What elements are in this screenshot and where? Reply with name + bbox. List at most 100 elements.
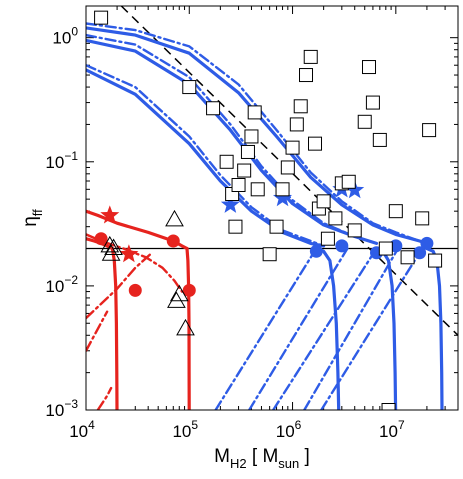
square-marker [381,403,396,410]
y-tick-label: 10−3 [45,397,78,420]
square-marker [228,219,243,234]
red-dashdot-curve [86,252,152,320]
triangle-marker [169,284,189,302]
y-axis-label-sub: ff [30,209,45,216]
x-tick-label: 105 [172,418,198,441]
square-marker [341,174,356,189]
square-marker [320,231,335,246]
square-marker [285,140,300,155]
x-tick-label: 107 [379,418,405,441]
blue-solid-curve [374,246,398,410]
x-tick-label: 104 [69,418,95,441]
square-marker [388,204,403,219]
blue-circle-marker [335,239,349,253]
plot-frame [85,5,459,411]
square-marker [347,223,362,238]
x-axis-label-unit-close: ] [299,446,310,467]
blue-circle-marker [309,244,323,258]
square-marker [293,99,308,114]
blue-circle-marker [420,236,434,250]
square-marker [422,123,437,138]
square-marker [240,144,255,159]
square-marker [275,182,290,197]
triangle-marker [167,291,186,308]
triangle-marker [176,318,195,336]
red-star-marker [119,244,139,263]
blue-dashdot-curve [247,247,349,410]
blue-dashdot-curve [272,247,378,410]
red-circle-marker [128,283,142,297]
red-solid-curve [185,246,191,410]
square-marker [365,95,380,110]
square-marker [357,114,372,129]
x-axis-label-base: M [214,446,230,467]
red-star-marker [100,205,120,224]
blue-star-marker [273,188,293,207]
square-marker [308,136,323,151]
x-axis-label-sub: H2 [230,456,247,471]
blue-star-marker [345,180,365,199]
square-marker [362,60,377,75]
square-marker [94,10,109,25]
reference-line-dashed [120,6,458,336]
square-marker [428,253,443,268]
triangle-marker [104,238,123,255]
blue-star-marker [220,194,240,213]
square-marker [303,49,318,64]
red-solid-curve [110,246,119,410]
square-marker [372,132,387,147]
blue-dashdot-curve [86,33,378,245]
red-circle-marker [182,283,196,297]
blue-dashdot-curve [303,247,400,410]
square-marker [280,160,295,175]
x-tick-label: 106 [276,418,302,441]
square-marker [400,250,415,265]
square-marker [289,117,304,132]
blue-dashdot-curve [320,247,424,410]
red-solid-curve [86,209,189,251]
blue-dashdot-curve [86,63,325,248]
tick-labels: 104 105 106 107 10−3 10−2 10−1 100 [45,25,405,441]
triangle-marker [101,244,121,261]
blue-solid-curve [86,26,429,245]
square-marker [378,241,393,256]
red-dashdot-curve [86,310,109,352]
series-lines [86,6,458,410]
blue-dashdot-curve [86,22,429,245]
y-tick-label: 10−1 [45,149,78,172]
square-marker [237,163,252,178]
square-marker [231,178,246,193]
square-marker [415,211,430,226]
triangle-marker [100,235,120,253]
blue-solid-curve [314,246,341,410]
square-marker [182,80,197,95]
blue-dashdot-curve [214,247,318,410]
square-marker [250,182,265,197]
blue-solid-curve [425,246,444,410]
y-tick-label: 10−2 [45,273,78,296]
blue-solid-curve [86,68,326,248]
y-axis-label-base: η [20,216,41,227]
square-marker [262,247,277,262]
blue-circle-marker [413,246,427,260]
square-marker [299,68,314,83]
y-axis-label: ηff [20,209,45,227]
square-marker [247,105,262,120]
x-axis-label-unit-sub: sun [278,456,299,471]
red-circle-marker [94,232,108,246]
square-marker [328,211,343,226]
square-marker [219,154,234,169]
x-axis-label-unit-open: [ M [247,446,279,467]
y-tick-label: 100 [52,25,78,48]
x-axis-label: MH2 [ Msun ] [214,446,310,471]
data-markers [94,10,443,410]
square-marker [244,129,259,144]
square-marker [269,219,284,234]
triangle-marker [165,209,184,227]
red-dashdot-curve [96,386,113,410]
square-marker [206,101,221,116]
square-marker [316,194,331,209]
red-circle-marker [166,234,180,248]
